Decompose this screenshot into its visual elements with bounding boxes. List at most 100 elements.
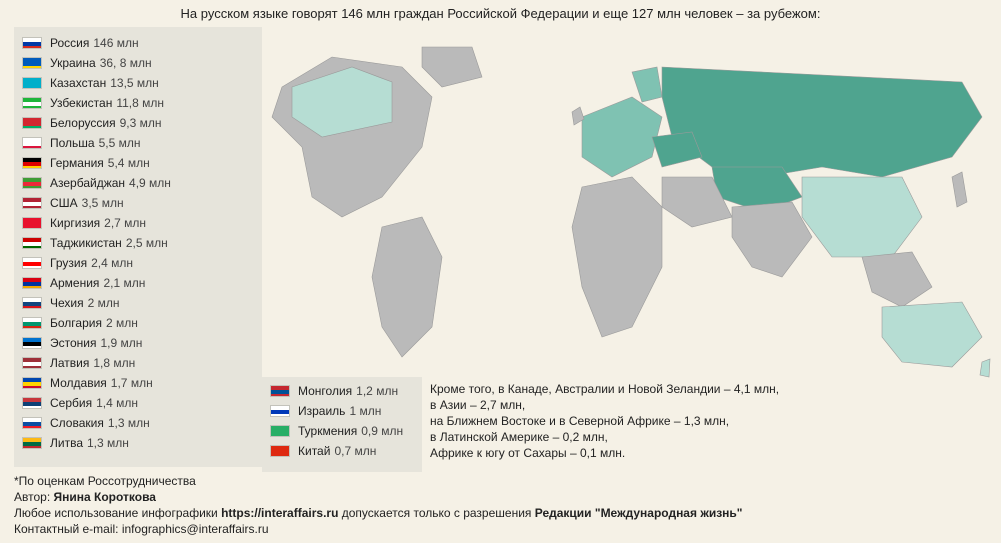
country-value: 1,2 млн: [356, 381, 398, 401]
country-value: 2 млн: [88, 293, 120, 313]
country-name: Эстония: [50, 333, 97, 353]
country-value: 1,8 млн: [93, 353, 135, 373]
country-row: Белоруссия9,3 млн: [22, 113, 262, 133]
country-name: Словакия: [50, 413, 104, 433]
country-row: Латвия1,8 млн: [22, 353, 262, 373]
country-row: Грузия2,4 млн: [22, 253, 262, 273]
country-value: 13,5 млн: [110, 73, 159, 93]
country-row: Болгария2 млн: [22, 313, 262, 333]
country-name: Болгария: [50, 313, 102, 333]
country-list-main: Россия146 млнУкраина36, 8 млнКазахстан13…: [14, 27, 262, 467]
country-name: Монголия: [298, 381, 352, 401]
country-value: 1,7 млн: [111, 373, 153, 393]
country-list-extra: Монголия1,2 млнИзраиль1 млнТуркмения0,9 …: [262, 377, 422, 472]
flag-icon: [270, 385, 290, 397]
country-row: Узбекистан11,8 млн: [22, 93, 262, 113]
contact-label: Контактный e-mail:: [14, 522, 122, 536]
flag-icon: [22, 377, 42, 389]
extra-line: Африке к югу от Сахары – 0,1 млн.: [430, 445, 984, 461]
country-value: 5,5 млн: [99, 133, 141, 153]
world-map: [262, 27, 992, 387]
flag-icon: [22, 57, 42, 69]
extra-line: Кроме того, в Канаде, Австралии и Новой …: [430, 381, 984, 397]
country-row: Сербия1,4 млн: [22, 393, 262, 413]
country-row: Азербайджан4,9 млн: [22, 173, 262, 193]
country-name: Туркмения: [298, 421, 357, 441]
country-value: 2,7 млн: [104, 213, 146, 233]
country-value: 1,9 млн: [101, 333, 143, 353]
country-value: 1,4 млн: [96, 393, 138, 413]
contact-line: Контактный e-mail: infographics@interaff…: [14, 521, 987, 537]
extra-regions-text: Кроме того, в Канаде, Австралии и Новой …: [422, 377, 992, 472]
flag-icon: [22, 257, 42, 269]
country-value: 146 млн: [93, 33, 138, 53]
flag-icon: [22, 197, 42, 209]
author-line: Автор: Янина Короткова: [14, 489, 987, 505]
country-name: Китай: [298, 441, 330, 461]
usage-mid: допускается только с разрешения: [338, 506, 534, 520]
country-row: Украина36, 8 млн: [22, 53, 262, 73]
usage-owner: Редакции "Международная жизнь": [535, 506, 743, 520]
country-row: Польша5,5 млн: [22, 133, 262, 153]
country-row: США3,5 млн: [22, 193, 262, 213]
flag-icon: [22, 37, 42, 49]
country-name: США: [50, 193, 78, 213]
country-name: Таджикистан: [50, 233, 122, 253]
flag-icon: [22, 217, 42, 229]
country-row: Монголия1,2 млн: [270, 381, 422, 401]
flag-icon: [22, 237, 42, 249]
flag-icon: [22, 177, 42, 189]
country-value: 1,3 млн: [108, 413, 150, 433]
source-note: *По оценкам Россотрудничества: [14, 473, 987, 489]
contact-email: infographics@interaffairs.ru: [122, 522, 269, 536]
usage-line: Любое использование инфографики https://…: [14, 505, 987, 521]
flag-icon: [22, 277, 42, 289]
country-name: Армения: [50, 273, 99, 293]
footer: *По оценкам Россотрудничества Автор: Яни…: [0, 467, 1001, 543]
country-row: Израиль1 млн: [270, 401, 422, 421]
country-name: Чехия: [50, 293, 84, 313]
country-name: Украина: [50, 53, 96, 73]
country-name: Грузия: [50, 253, 87, 273]
country-name: Казахстан: [50, 73, 106, 93]
country-value: 5,4 млн: [108, 153, 150, 173]
country-row: Эстония1,9 млн: [22, 333, 262, 353]
country-row: Киргизия2,7 млн: [22, 213, 262, 233]
flag-icon: [22, 417, 42, 429]
country-row: Литва1,3 млн: [22, 433, 262, 453]
country-value: 2,1 млн: [103, 273, 145, 293]
flag-icon: [22, 337, 42, 349]
content-area: Россия146 млнУкраина36, 8 млнКазахстан13…: [0, 27, 1001, 467]
country-value: 4,9 млн: [129, 173, 171, 193]
country-row: Таджикистан2,5 млн: [22, 233, 262, 253]
country-name: Польша: [50, 133, 95, 153]
country-value: 3,5 млн: [82, 193, 124, 213]
extra-line: в Латинской Америке – 0,2 млн,: [430, 429, 984, 445]
bottom-strip: Монголия1,2 млнИзраиль1 млнТуркмения0,9 …: [262, 377, 992, 472]
country-value: 2,5 млн: [126, 233, 168, 253]
country-name: Литва: [50, 433, 83, 453]
flag-icon: [22, 137, 42, 149]
country-value: 11,8 млн: [116, 93, 164, 113]
country-value: 2,4 млн: [91, 253, 133, 273]
flag-icon: [22, 437, 42, 449]
usage-url: https://interaffairs.ru: [221, 506, 338, 520]
country-row: Россия146 млн: [22, 33, 262, 53]
flag-icon: [270, 405, 290, 417]
country-value: 1,3 млн: [87, 433, 129, 453]
extra-line: в Азии – 2,7 млн,: [430, 397, 984, 413]
country-row: Казахстан13,5 млн: [22, 73, 262, 93]
country-value: 0,7 млн: [334, 441, 376, 461]
map-area: Монголия1,2 млнИзраиль1 млнТуркмения0,9 …: [262, 27, 1001, 467]
extra-line: на Ближнем Востоке и в Северной Африке –…: [430, 413, 984, 429]
country-row: Туркмения0,9 млн: [270, 421, 422, 441]
country-row: Германия5,4 млн: [22, 153, 262, 173]
country-name: Узбекистан: [50, 93, 112, 113]
flag-icon: [270, 425, 290, 437]
country-name: Белоруссия: [50, 113, 116, 133]
country-row: Словакия1,3 млн: [22, 413, 262, 433]
country-row: Молдавия1,7 млн: [22, 373, 262, 393]
flag-icon: [270, 445, 290, 457]
country-name: Азербайджан: [50, 173, 125, 193]
flag-icon: [22, 357, 42, 369]
